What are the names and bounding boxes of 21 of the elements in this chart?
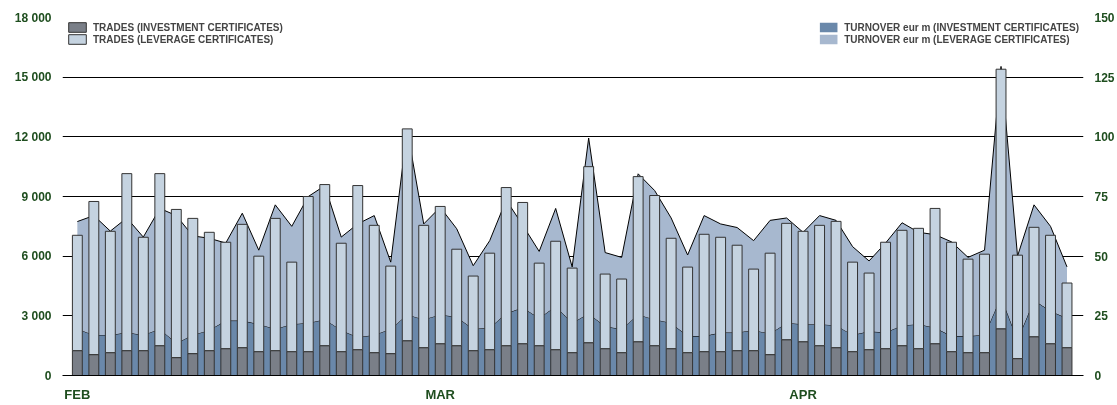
y2-tick-label: 0 (1094, 369, 1102, 383)
y2-tick-label: 25 (1094, 309, 1109, 324)
y-tick-label: 9 000 (21, 189, 52, 204)
y2-tick-label: 150 (1094, 11, 1115, 25)
y2-tick-label: 100 (1094, 130, 1115, 145)
legend-label: TRADES (INVESTMENT CERTIFICATES) (93, 21, 283, 33)
x-tick-label: FEB (64, 386, 91, 402)
y2-tick-label: 50 (1094, 249, 1109, 264)
y-tick-label: 0 (44, 368, 52, 383)
legend-label: TRADES (LEVERAGE CERTIFICATES) (93, 33, 274, 45)
y2-tick-label: 75 (1094, 190, 1109, 204)
y-tick-label: 12 000 (14, 129, 52, 144)
y-tick-label: 3 000 (21, 308, 52, 323)
y-tick-label: 18 000 (14, 10, 52, 25)
x-tick-label: MAR (425, 386, 456, 402)
x-tick-label: APR (789, 386, 818, 402)
legend-label: TURNOVER eur m (INVESTMENT CERTIFICATES) (844, 21, 1079, 33)
legend-label: TURNOVER eur m (LEVERAGE CERTIFICATES) (844, 33, 1070, 45)
y-tick-label: 6 000 (21, 249, 52, 264)
y2-tick-label: 125 (1094, 70, 1115, 85)
y-tick-label: 15 000 (14, 70, 52, 85)
